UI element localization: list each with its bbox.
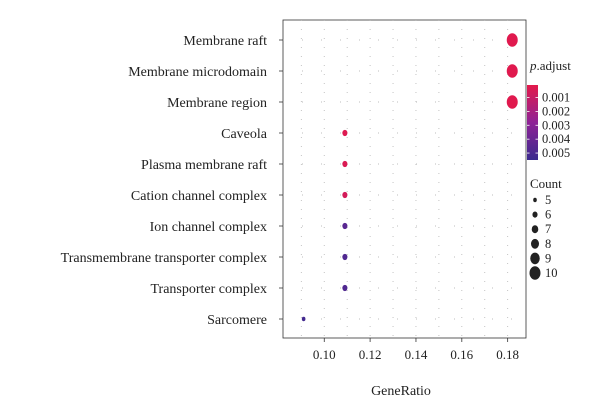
y-tick-label: Caveola (221, 127, 268, 142)
y-tick-label: Transporter complex (150, 282, 267, 297)
y-tick-label: Transmembrane transporter complex (61, 251, 267, 266)
plot-panel (282, 19, 527, 339)
y-tick-label: Cation channel complex (131, 189, 267, 204)
size-legend-dot (532, 211, 538, 218)
data-point (342, 253, 348, 261)
size-legend-title: Count (530, 176, 562, 191)
x-tick-label: 0.12 (359, 347, 382, 362)
y-tick-label: Membrane raft (183, 34, 267, 49)
size-legend-dot (530, 252, 540, 265)
data-point (342, 129, 348, 137)
x-tick-label: 0.10 (313, 347, 336, 362)
x-tick-label: 0.14 (405, 347, 428, 362)
color-legend-label: 0.001 (542, 91, 570, 105)
y-tick-label: Plasma membrane raft (141, 158, 267, 173)
y-tick-label: Membrane microdomain (128, 65, 267, 80)
color-scale-bar (527, 85, 538, 160)
size-legend-dot (529, 266, 541, 280)
size-legend-dot (531, 225, 539, 234)
data-point (506, 33, 518, 47)
color-legend-title: p.adjust (529, 58, 571, 73)
size-legend-label: 10 (545, 266, 558, 280)
data-point (301, 316, 306, 322)
data-point (342, 284, 348, 292)
data-point (342, 191, 348, 199)
color-legend-label: 0.004 (542, 132, 571, 146)
data-point (506, 64, 518, 78)
size-legend-label: 9 (545, 251, 551, 265)
size-legend-label: 8 (545, 237, 551, 251)
data-point (342, 222, 348, 230)
plot-area: Membrane raft Membrane microdomain Membran… (61, 19, 527, 362)
color-legend-label: 0.002 (542, 104, 570, 118)
y-tick-label: Membrane region (167, 96, 267, 111)
x-tick-label: 0.18 (496, 347, 519, 362)
size-legend-label: 6 (545, 208, 551, 222)
color-legend-label: 0.005 (542, 146, 570, 160)
size-legend-label: 7 (545, 222, 551, 236)
color-legend-label: 0.003 (542, 118, 570, 132)
x-axis-title: GeneRatio (371, 384, 431, 399)
y-tick-label: Ion channel complex (150, 220, 267, 235)
x-tick-label: 0.16 (450, 347, 473, 362)
data-point (506, 95, 518, 109)
size-legend-label: 5 (545, 193, 551, 207)
size-legend-dot (533, 197, 537, 203)
data-point (342, 160, 348, 168)
y-tick-label: Sarcomere (207, 313, 267, 328)
size-legend-dot (530, 238, 540, 249)
